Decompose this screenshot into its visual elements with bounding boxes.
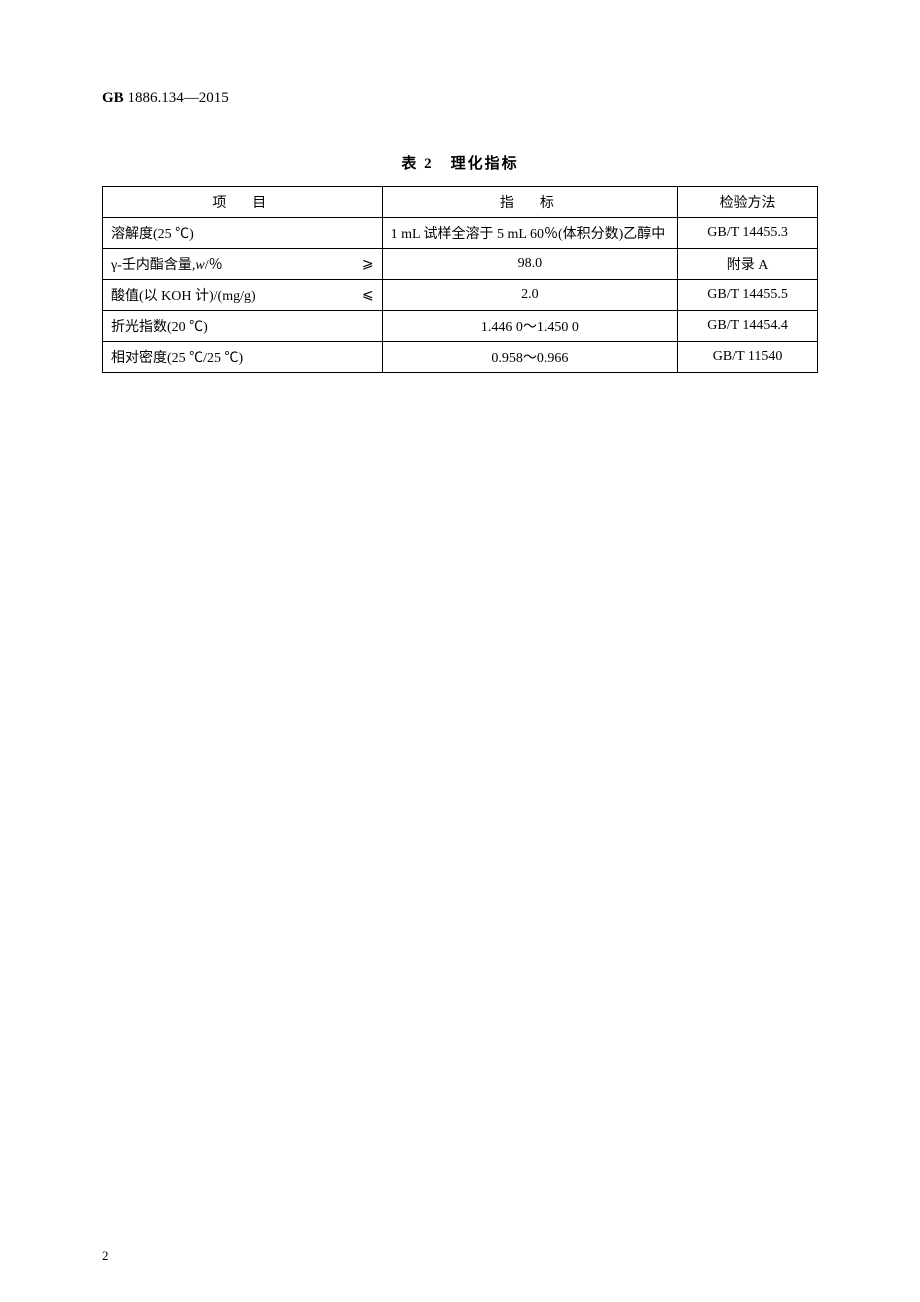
cell-item: 溶解度(25 ℃) [103,218,383,249]
cell-item: 酸值(以 KOH 计)/(mg/g) ⩽ [103,280,383,311]
cell-item: 折光指数(20 ℃) [103,311,383,342]
standard-code: GB 1886.134—2015 [102,90,229,107]
cell-indicator: 0.958～0.966 [382,342,678,373]
cell-item: 相对密度(25 ℃/25 ℃) [103,342,383,373]
cell-method: GB/T 14455.3 [678,218,818,249]
cell-item: γ-壬内酯含量,w/％ ⩾ [103,249,383,280]
cell-method: 附录 A [678,249,818,280]
page-number: 2 [102,1248,109,1264]
col-header-method: 检验方法 [678,187,818,218]
col-header-item: 项 目 [103,187,383,218]
table-row: 相对密度(25 ℃/25 ℃)0.958～0.966GB/T 11540 [103,342,818,373]
cell-indicator: 98.0 [382,249,678,280]
item-operator: ⩽ [362,287,376,304]
cell-indicator: 1.446 0～1.450 0 [382,311,678,342]
col-header-indicator: 指 标 [382,187,678,218]
properties-table: 项 目 指 标 检验方法 溶解度(25 ℃)1 mL 试样全溶于 5 mL 60… [102,186,818,373]
table-header-row: 项 目 指 标 检验方法 [103,187,818,218]
table-row: 酸值(以 KOH 计)/(mg/g) ⩽ 2.0GB/T 14455.5 [103,280,818,311]
cell-method: GB/T 14455.5 [678,280,818,311]
cell-indicator: 1 mL 试样全溶于 5 mL 60％(体积分数)乙醇中 [382,218,678,249]
table-row: 折光指数(20 ℃)1.446 0～1.450 0GB/T 14454.4 [103,311,818,342]
standard-number: 1886.134—2015 [127,90,228,106]
item-label: γ-壬内酯含量,w/％ [111,254,223,274]
table-title: 表 2 理化指标 [0,152,920,173]
item-operator: ⩾ [362,256,376,273]
table-wrapper: 项 目 指 标 检验方法 溶解度(25 ℃)1 mL 试样全溶于 5 mL 60… [102,186,818,373]
table-row: 溶解度(25 ℃)1 mL 试样全溶于 5 mL 60％(体积分数)乙醇中GB/… [103,218,818,249]
cell-method: GB/T 14454.4 [678,311,818,342]
cell-method: GB/T 11540 [678,342,818,373]
table-row: γ-壬内酯含量,w/％ ⩾ 98.0附录 A [103,249,818,280]
standard-prefix: GB [102,90,124,106]
item-label: 酸值(以 KOH 计)/(mg/g) [111,285,256,305]
table-body: 溶解度(25 ℃)1 mL 试样全溶于 5 mL 60％(体积分数)乙醇中GB/… [103,218,818,373]
cell-indicator: 2.0 [382,280,678,311]
